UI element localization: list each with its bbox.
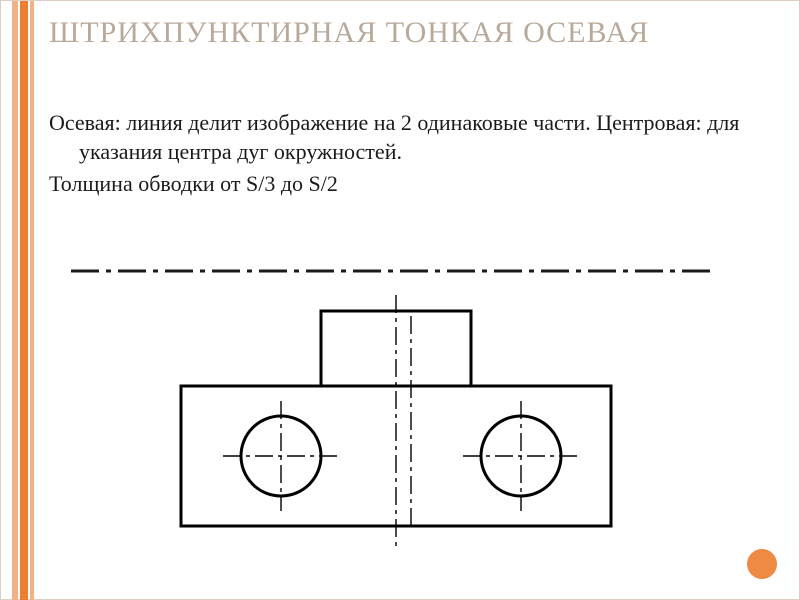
corner-dot-icon — [747, 549, 777, 579]
slide-body: Осевая: линия делит изображение на 2 оди… — [49, 109, 749, 203]
diagram-svg — [61, 261, 731, 561]
technical-diagram — [61, 261, 731, 561]
accent-stripe — [12, 1, 18, 600]
paragraph-1: Осевая: линия делит изображение на 2 оди… — [49, 109, 749, 166]
accent-stripe — [30, 1, 34, 600]
accent-stripe — [20, 1, 28, 600]
accent-bar — [12, 1, 33, 600]
paragraph-2: Толщина обводки от S/3 до S/2 — [49, 170, 749, 199]
slide: ШТРИХПУНКТИРНАЯ ТОНКАЯ ОСЕВАЯ Осевая: ли… — [0, 0, 800, 600]
slide-title: ШТРИХПУНКТИРНАЯ ТОНКАЯ ОСЕВАЯ — [49, 15, 769, 51]
